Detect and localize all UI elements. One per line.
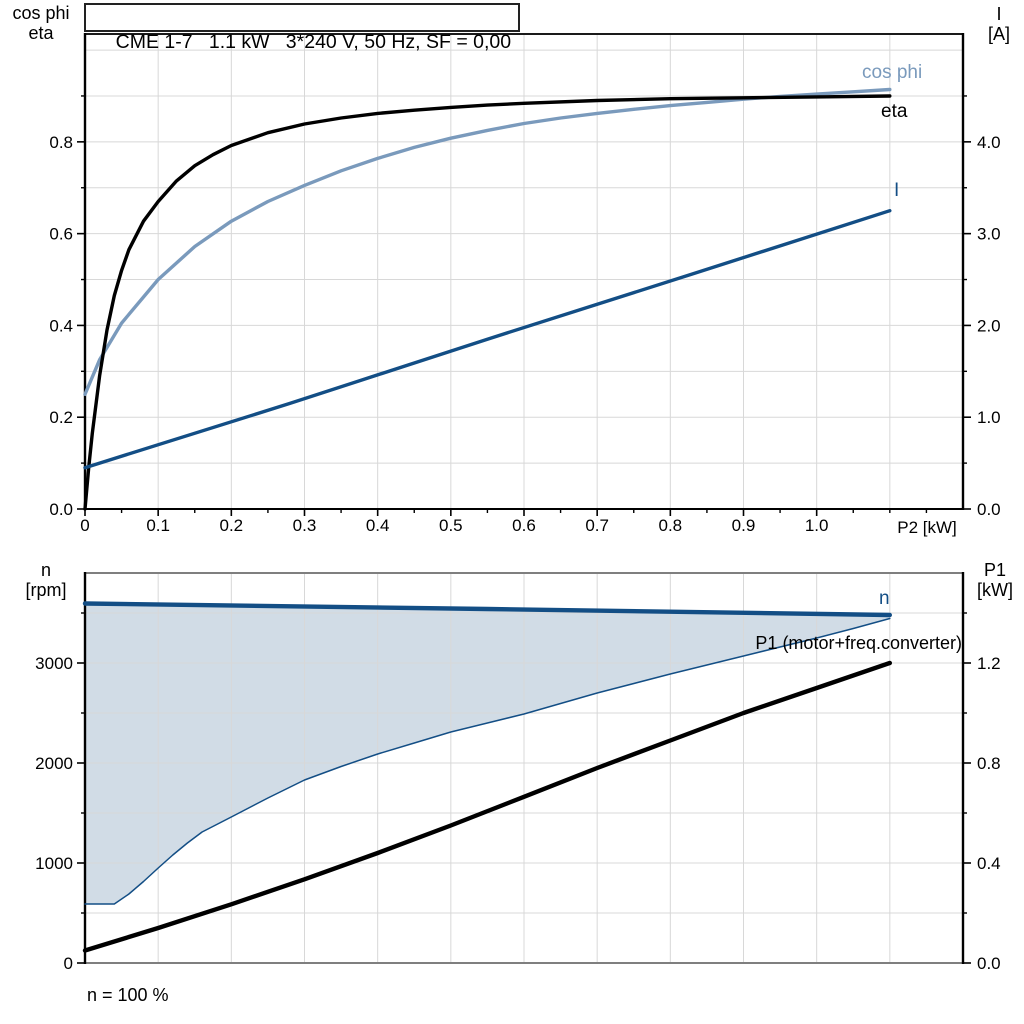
tick-label: 3.0 [977,225,1001,244]
curve-cos_phi [83,87,892,396]
axis-label-p2: P2 [kW] [897,518,957,537]
curve-current [83,208,892,470]
curve-n_min [84,617,891,905]
curve-label-current: I [894,180,900,201]
tick-label: 0.8 [49,133,73,152]
axis-label-current: I [A] [987,4,1010,44]
axis-label-cos-phi: cos phi [12,3,70,23]
tick-label: 0 [80,516,89,535]
tick-label: 0.0 [977,954,1001,973]
tick-label: 0.0 [49,500,73,519]
footnote-n-100: n = 100 % [87,985,169,1005]
tick-label: 2000 [35,754,73,773]
tick-label: 1.2 [977,654,1001,673]
axis-label-left-top: cos phi eta [2,3,80,43]
curve-label-p1: P1 (motor+freq.converter) [755,633,962,653]
axis-label-speed: n [rpm] [25,560,67,600]
tick-label: 0.6 [49,225,73,244]
tick-label: 2.0 [977,316,1001,335]
tick-label: 0.4 [49,316,73,335]
tick-label: 1.0 [805,516,829,535]
tick-label: 0.2 [220,516,244,535]
tick-label: 0.4 [366,516,390,535]
curve-label-n: n [879,588,890,609]
tick-label: 0 [64,954,73,973]
tick-label: 0.8 [659,516,683,535]
curve-label-cos-phi: cos phi [862,62,923,83]
tick-label: 1.0 [977,408,1001,427]
tick-label: 0.0 [977,500,1001,519]
tick-label: 0.1 [146,516,170,535]
tick-label: 0.6 [512,516,536,535]
tick-label: 0.7 [585,516,609,535]
tick-label: 4.0 [977,133,1001,152]
speed-range-area [85,603,890,904]
curve-n [82,601,892,618]
chart-title-box: CME 1-7 1.1 kW 3*240 V, 50 Hz, SF = 0,00 [84,3,520,53]
tick-label: 3000 [35,654,73,673]
curve-label-eta: eta [881,101,908,122]
curve-p1 [82,660,892,953]
tick-label: 0.9 [732,516,756,535]
tick-label: 0.3 [293,516,317,535]
tick-label: 1000 [35,854,73,873]
axis-label-p1: P1 [kW] [977,560,1013,600]
tick-label: 0.4 [977,854,1001,873]
tick-label: 0.8 [977,754,1001,773]
tick-label: 0.2 [49,408,73,427]
axis-label-eta: eta [28,23,54,43]
curve-eta [83,94,892,511]
tick-label: 0.5 [439,516,463,535]
chart-title: CME 1-7 1.1 kW 3*240 V, 50 Hz, SF = 0,00 [115,31,512,53]
